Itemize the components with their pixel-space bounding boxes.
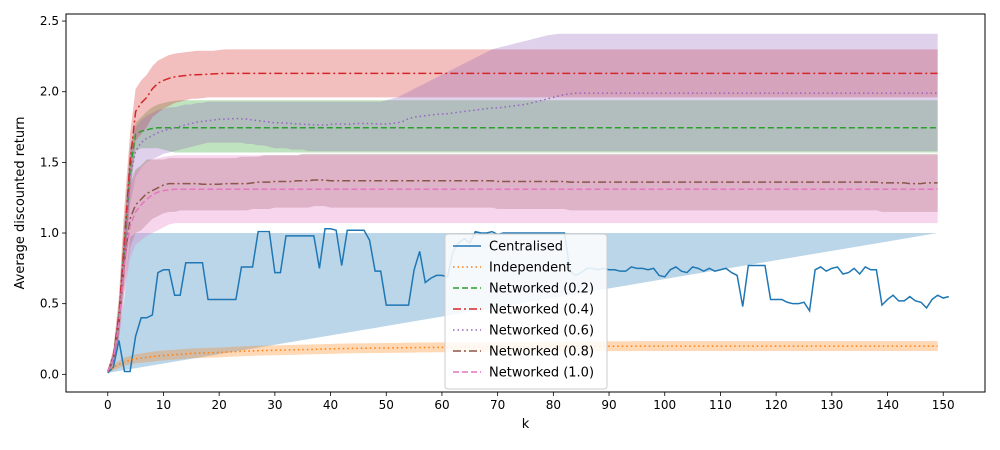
- line-series-0: [107, 228, 949, 374]
- legend-label: Networked (0.6): [489, 324, 594, 339]
- plot-frame: [65, 13, 986, 393]
- x-tick-label: 110: [709, 398, 732, 412]
- line-series-6: [107, 188, 938, 372]
- y-tick-label: 0.5: [40, 297, 59, 311]
- x-tick-label: 50: [379, 398, 394, 412]
- y-tick-label: 2.5: [40, 14, 59, 28]
- x-tick-label: 150: [932, 398, 955, 412]
- band-series-6: [107, 155, 938, 373]
- line-series-4: [107, 92, 938, 372]
- line-series-2: [107, 127, 938, 372]
- x-tick-label: 0: [104, 398, 112, 412]
- y-tick-label: 0.0: [40, 367, 59, 381]
- x-tick-label: 70: [490, 398, 505, 412]
- x-tick-label: 80: [546, 398, 561, 412]
- band-series-1: [107, 341, 938, 373]
- x-tick-label: 120: [765, 398, 788, 412]
- x-tick-label: 90: [601, 398, 616, 412]
- x-tick-label: 30: [267, 398, 282, 412]
- legend-label: Networked (0.4): [489, 303, 594, 318]
- legend-label: Networked (1.0): [489, 366, 594, 381]
- x-tick-label: 60: [434, 398, 449, 412]
- x-tick-label: 40: [323, 398, 338, 412]
- y-axis-label: Average discounted return: [13, 117, 28, 290]
- x-tick-label: 20: [212, 398, 227, 412]
- series-lines: [107, 72, 949, 374]
- legend-label: Independent: [489, 261, 571, 276]
- x-axis: 0 10 20 30 40 50 60 70 80 90 100 110 120 130 140 150: [104, 392, 955, 412]
- line-series-5: [107, 179, 938, 372]
- x-axis-label: k: [522, 417, 530, 432]
- band-series-3: [107, 49, 938, 373]
- x-tick-label: 130: [820, 398, 843, 412]
- y-tick-label: 1.0: [40, 226, 59, 240]
- y-axis: 0.0 0.5 1.0 1.5 2.0 2.5: [40, 14, 66, 381]
- y-tick-label: 2.0: [40, 85, 59, 99]
- legend: Centralised Independent Networked (0.2) Net…: [444, 233, 608, 390]
- legend-box: [444, 233, 608, 390]
- band-series-4: [107, 33, 938, 373]
- x-tick-label: 140: [876, 398, 899, 412]
- x-tick-label: 10: [156, 398, 171, 412]
- x-tick-label: 100: [653, 398, 676, 412]
- band-series-5: [107, 153, 938, 373]
- line-series-3: [107, 72, 938, 372]
- legend-label: Networked (0.2): [489, 282, 594, 297]
- y-tick-label: 1.5: [40, 155, 59, 169]
- legend-label: Centralised: [489, 240, 563, 255]
- legend-label: Networked (0.8): [489, 345, 594, 360]
